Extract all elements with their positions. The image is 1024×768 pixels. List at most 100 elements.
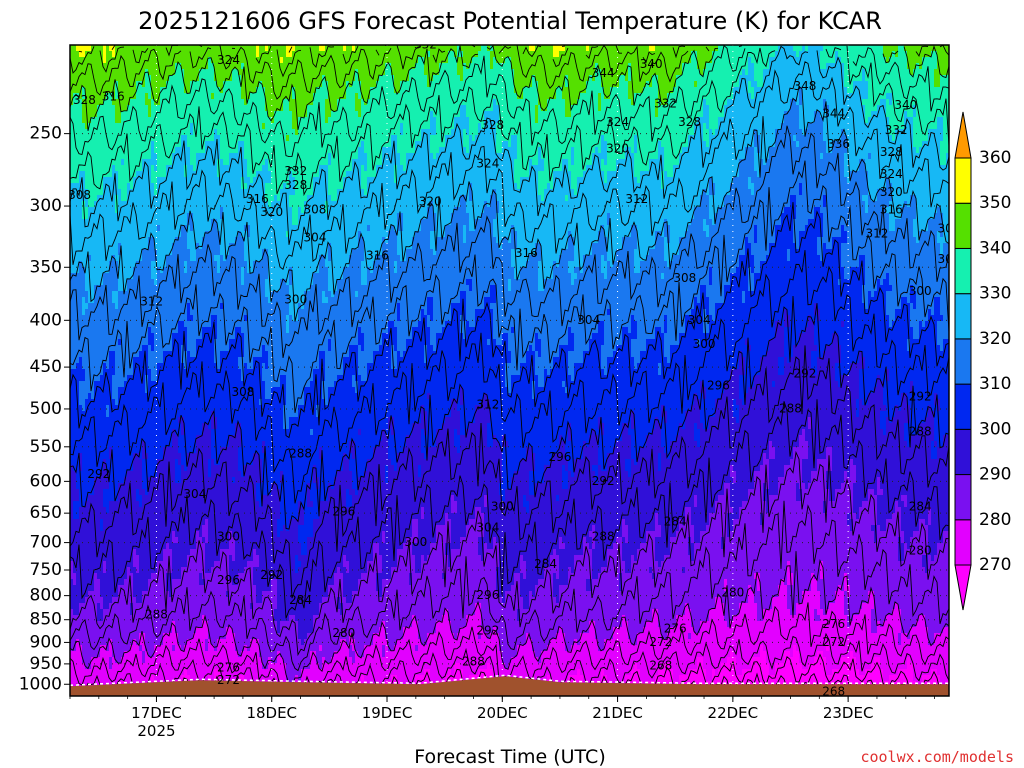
colorbar-tick-label: 330 bbox=[979, 284, 1011, 304]
y-tick-label: 900 bbox=[30, 632, 62, 652]
contour-label: 288 bbox=[289, 446, 312, 460]
contour-label: 332 bbox=[654, 96, 677, 110]
contour-label: 300 bbox=[217, 529, 240, 543]
contour-label: 328 bbox=[284, 178, 307, 192]
contour-label: 280 bbox=[332, 626, 355, 640]
contour-label: 308 bbox=[673, 271, 696, 285]
contour-label: 284 bbox=[909, 499, 932, 513]
contour-label: 340 bbox=[894, 98, 917, 112]
x-tick-label: 19DEC bbox=[362, 704, 413, 722]
y-tick-label: 850 bbox=[30, 610, 62, 630]
contour-label: 328 bbox=[73, 93, 96, 107]
contour-label: 328 bbox=[678, 115, 701, 129]
contour-label: 320 bbox=[419, 195, 442, 209]
colorbar-band bbox=[955, 158, 971, 203]
contour-label: 328 bbox=[880, 145, 903, 159]
y-tick-label: 400 bbox=[30, 310, 62, 330]
colorbar-band bbox=[955, 429, 971, 474]
contour-label: 312 bbox=[625, 192, 648, 206]
contour-label: 336 bbox=[827, 137, 850, 151]
contour-label: 344 bbox=[592, 66, 615, 80]
colorbar-extend-top bbox=[955, 112, 971, 158]
contour-label: 276 bbox=[822, 617, 845, 631]
chart-title: 2025121606 GFS Forecast Potential Temper… bbox=[138, 7, 882, 35]
contour-label: 292 bbox=[793, 367, 816, 381]
contour-label: 344 bbox=[822, 107, 845, 121]
colorbar-tick-label: 290 bbox=[979, 465, 1011, 485]
contour-label: 312 bbox=[865, 227, 888, 241]
x-tick-label: 23DEC bbox=[823, 704, 874, 722]
y-tick-label: 650 bbox=[30, 503, 62, 523]
colorbar-tick-label: 310 bbox=[979, 374, 1011, 394]
y-tick-label: 250 bbox=[30, 124, 62, 144]
contour-label: 312 bbox=[476, 397, 499, 411]
contour-label: 304 bbox=[476, 521, 499, 535]
contour-label: 316 bbox=[102, 90, 125, 104]
contour-label: 292 bbox=[909, 389, 932, 403]
contour-label: 288 bbox=[462, 654, 485, 668]
contour-label: 284 bbox=[289, 593, 312, 607]
contour-label: 324 bbox=[217, 53, 240, 67]
contour-label: 332 bbox=[885, 123, 908, 137]
contour-label: 284 bbox=[664, 515, 687, 529]
contour-label: 324 bbox=[880, 167, 903, 181]
contour-label: 280 bbox=[721, 586, 744, 600]
contour-label: 296 bbox=[217, 573, 240, 587]
contour-label: 300 bbox=[909, 284, 932, 298]
x-tick-label: 21DEC bbox=[592, 704, 643, 722]
y-tick-label: 500 bbox=[30, 399, 62, 419]
contour-label: 320 bbox=[606, 142, 629, 156]
y-tick-label: 800 bbox=[30, 586, 62, 606]
y-tick-label: 1000 bbox=[19, 674, 62, 694]
colorbar-tick-label: 300 bbox=[979, 419, 1011, 439]
contour-label: 324 bbox=[476, 157, 499, 171]
contour-label: 296 bbox=[548, 450, 571, 464]
contour-label: 304 bbox=[304, 230, 327, 244]
y-tick-label: 700 bbox=[30, 533, 62, 553]
contour-label: 316 bbox=[246, 192, 269, 206]
colorbar-band bbox=[955, 203, 971, 248]
contour-label: 340 bbox=[640, 57, 663, 71]
contour-label: 304 bbox=[577, 313, 600, 327]
y-tick-label: 350 bbox=[30, 257, 62, 277]
contour-label: 320 bbox=[880, 185, 903, 199]
colorbar-band bbox=[955, 248, 971, 293]
contour-label: 292 bbox=[260, 568, 283, 582]
contour-label: 292 bbox=[592, 474, 615, 488]
contour-label: 316 bbox=[515, 246, 538, 260]
x-axis-label: Forecast Time (UTC) bbox=[414, 746, 605, 768]
colorbar-extend-bottom bbox=[955, 565, 971, 610]
contour-label: 272 bbox=[217, 673, 240, 687]
contour-label: 288 bbox=[592, 529, 615, 543]
contour-label: 316 bbox=[880, 203, 903, 217]
contour-label: 316 bbox=[366, 248, 389, 262]
x-tick-label: 17DEC bbox=[131, 704, 182, 722]
colorbar-tick-label: 270 bbox=[979, 555, 1011, 575]
x-tick-label: 18DEC bbox=[246, 704, 297, 722]
colorbar-band bbox=[955, 339, 971, 384]
contour-label: 296 bbox=[332, 504, 355, 518]
x-tick-label: 20DEC bbox=[477, 704, 528, 722]
y-tick-label: 750 bbox=[30, 560, 62, 580]
colorbar-band bbox=[955, 294, 971, 339]
y-tick-label: 600 bbox=[30, 471, 62, 491]
colorbar-band bbox=[955, 520, 971, 565]
contour-label: 268 bbox=[649, 658, 672, 672]
colorbar-tick-label: 350 bbox=[979, 193, 1011, 213]
contour-label: 276 bbox=[664, 621, 687, 635]
contour-label: 308 bbox=[68, 188, 91, 202]
contour-label: 296 bbox=[476, 588, 499, 602]
contour-label: 292 bbox=[87, 467, 110, 481]
x-tick-label: 22DEC bbox=[708, 704, 759, 722]
contour-label: 324 bbox=[606, 115, 629, 129]
source-credit: coolwx.com/models bbox=[860, 748, 1014, 766]
contour-label: 288 bbox=[145, 608, 168, 622]
contour-label: 308 bbox=[231, 385, 254, 399]
contour-label: 284 bbox=[534, 557, 557, 571]
contour-label: 332 bbox=[284, 164, 307, 178]
contour-label: 312 bbox=[140, 295, 163, 309]
